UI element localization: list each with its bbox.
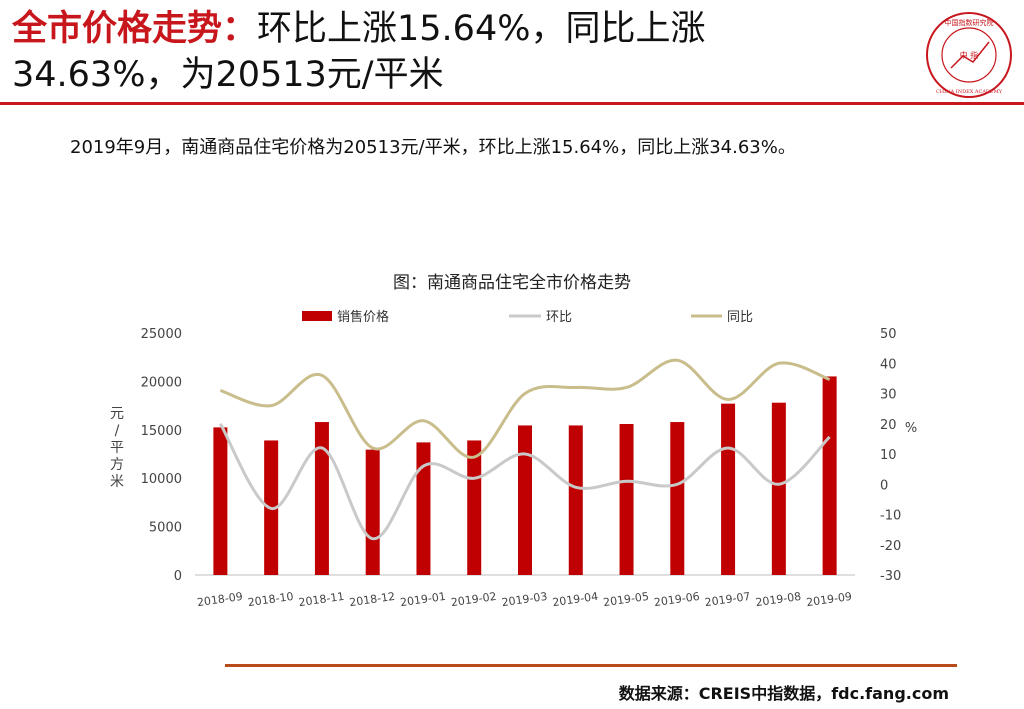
title-divider (0, 102, 1024, 105)
slide-title-rest: 环比上涨15.64%，同比上涨 (257, 9, 706, 49)
y-left-tick-label: 25000 (141, 327, 182, 342)
y-right-tick-label: 50 (880, 327, 897, 342)
y-left-tick-label: 15000 (141, 424, 182, 439)
bar-price (721, 403, 736, 575)
y-left-axis-label: 方 (110, 457, 124, 473)
footer-divider (225, 664, 957, 667)
y-right-axis-label: % (905, 421, 917, 436)
slide-title: 全市价格走势：环比上涨15.64%，同比上涨 34.63%，为20513元/平米 (12, 6, 892, 98)
data-source: 数据来源：CREIS中指数据，fdc.fang.com (618, 684, 949, 703)
x-tick-label: 2019-04 (552, 590, 599, 609)
y-right-tick-label: 30 (880, 388, 897, 403)
y-left-tick-label: 5000 (149, 521, 182, 536)
logo-text-bottom: CHINA INDEX ACADEMY (936, 89, 1003, 95)
bar-price (314, 422, 329, 575)
legend-label-price: 销售价格 (337, 309, 389, 325)
chart-title: 图：南通商品住宅全市价格走势 (393, 273, 631, 293)
y-left-axis-label: 米 (110, 474, 124, 490)
y-right-tick-label: -20 (880, 539, 901, 554)
x-tick-label: 2018-09 (196, 590, 243, 609)
x-tick-label: 2018-12 (349, 590, 396, 609)
x-tick-label: 2019-05 (602, 590, 649, 609)
bar-price (771, 402, 786, 575)
slide-title-highlight: 全市价格走势： (12, 9, 258, 49)
y-right-tick-label: 10 (880, 448, 897, 463)
y-right-tick-label: -30 (880, 569, 901, 584)
bar-price (822, 376, 837, 575)
x-tick-label: 2019-08 (755, 590, 802, 609)
legend-label-yoy: 同比 (727, 310, 753, 325)
x-tick-label: 2019-02 (450, 590, 497, 609)
logo-text-top: 中国指数研究院 (945, 18, 994, 27)
x-tick-label: 2018-10 (247, 590, 294, 609)
x-tick-label: 2019-06 (653, 590, 700, 609)
legend-label-mom: 环比 (546, 310, 572, 325)
y-left-axis-label: / (115, 423, 120, 439)
bar-price (670, 422, 685, 575)
line-yoy (219, 358, 831, 459)
y-right-tick-label: 40 (880, 357, 897, 372)
bar-price (416, 442, 431, 575)
y-right-tick-label: 20 (880, 418, 897, 433)
y-left-axis-label: 平 (110, 440, 124, 456)
y-left-tick-label: 20000 (141, 375, 182, 390)
x-tick-label: 2019-09 (805, 590, 852, 609)
summary-text: 2019年9月，南通商品住宅价格为20513元/平米，环比上涨15.64%，同比… (70, 137, 796, 158)
line-mom (219, 422, 831, 541)
y-right-tick-label: -10 (880, 509, 901, 524)
bar-price (619, 423, 634, 575)
x-tick-label: 2019-03 (501, 590, 548, 609)
bar-price (467, 440, 482, 575)
legend-swatch-price (302, 311, 332, 321)
y-right-tick-label: 0 (880, 478, 888, 493)
bar-price (568, 425, 583, 575)
x-tick-label: 2019-07 (704, 590, 751, 609)
y-left-axis-label: 元 (110, 406, 124, 422)
slide-title-line2: 34.63%，为20513元/平米 (12, 55, 444, 95)
bar-price (213, 427, 228, 575)
y-left-tick-label: 0 (174, 569, 182, 584)
x-tick-label: 2019-01 (399, 590, 446, 609)
y-left-tick-label: 10000 (141, 472, 182, 487)
bar-price (518, 425, 532, 575)
china-index-academy-logo: 中国指数研究院 中 指 CHINA INDEX ACADEMY (926, 12, 1012, 98)
logo-text-center: 中 指 (960, 50, 979, 60)
x-tick-label: 2018-11 (298, 590, 345, 609)
bar-price (365, 449, 380, 575)
